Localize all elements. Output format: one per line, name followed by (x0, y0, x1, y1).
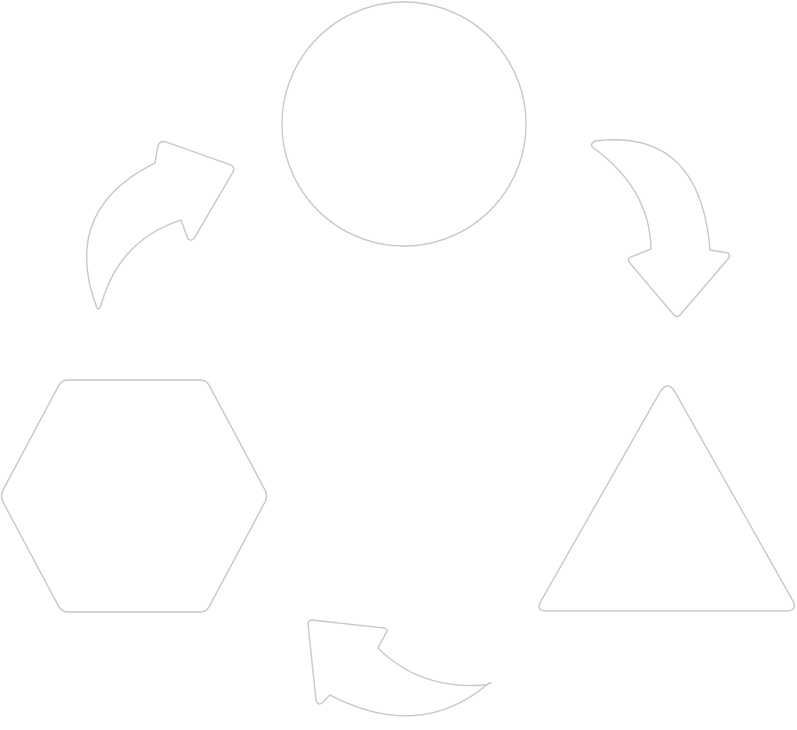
arrow-hexagon-to-circle (85, 140, 235, 310)
arrow-triangle-to-hexagon (307, 619, 492, 717)
circle-node (281, 1, 527, 247)
arrow-circle-to-triangle (590, 139, 731, 318)
triangle-node (538, 385, 796, 612)
hexagon-node (0, 379, 268, 613)
